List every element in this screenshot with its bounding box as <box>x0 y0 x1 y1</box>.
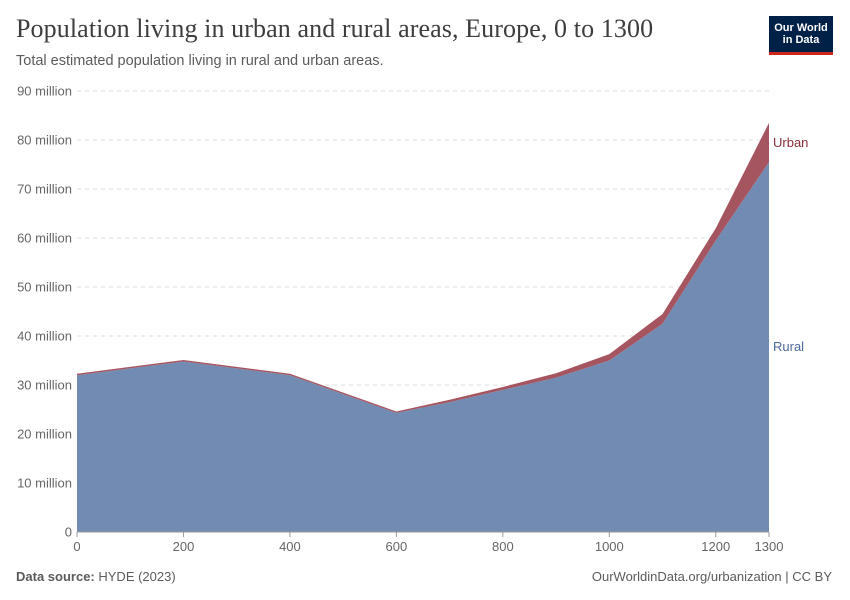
x-axis: 0 200 400 600 800 1000 1200 1300 <box>73 531 784 554</box>
y-tick-label: 70 million <box>17 182 72 197</box>
y-tick-label: 30 million <box>17 378 72 393</box>
owid-logo[interactable]: Our World in Data <box>769 16 833 55</box>
series-labels: Rural Urban <box>773 135 808 354</box>
x-tick-label: 0 <box>73 539 80 554</box>
series-label-urban: Urban <box>773 135 808 150</box>
data-source-value: HYDE (2023) <box>98 569 176 584</box>
y-tick-label: 40 million <box>17 329 72 344</box>
y-tick-label: 0 <box>65 525 72 540</box>
y-tick-label: 60 million <box>17 231 72 246</box>
logo-line-1: Our World <box>774 22 828 34</box>
y-axis: 0 10 million 20 million 30 million 40 millio… <box>17 84 72 540</box>
footer-link[interactable]: OurWorldinData.org/urbanization | CC BY <box>591 569 832 584</box>
y-tick-label: 10 million <box>17 476 72 491</box>
x-tick-label: 1200 <box>701 539 730 554</box>
y-tick-label: 50 million <box>17 280 72 295</box>
series-label-rural: Rural <box>773 339 804 354</box>
y-tick-label: 80 million <box>17 133 72 148</box>
x-tick-label: 1300 <box>755 539 784 554</box>
area-rural[interactable] <box>77 162 769 533</box>
y-tick-label: 90 million <box>17 84 72 99</box>
data-source-label: Data source: <box>16 569 95 584</box>
data-source: Data source: HYDE (2023) <box>16 569 176 584</box>
y-tick-label: 20 million <box>17 427 72 442</box>
logo-line-2: in Data <box>782 34 820 46</box>
chart-title: Population living in urban and rural are… <box>16 14 654 43</box>
x-tick-label: 1000 <box>595 539 624 554</box>
x-tick-label: 600 <box>386 539 408 554</box>
chart-areas <box>77 122 769 533</box>
chart-subtitle: Total estimated population living in rur… <box>16 53 384 69</box>
area-chart: 0 10 million 20 million 30 million 40 millio… <box>17 84 808 555</box>
x-tick-label: 400 <box>279 539 301 554</box>
x-tick-label: 200 <box>173 539 195 554</box>
x-tick-label: 800 <box>492 539 514 554</box>
